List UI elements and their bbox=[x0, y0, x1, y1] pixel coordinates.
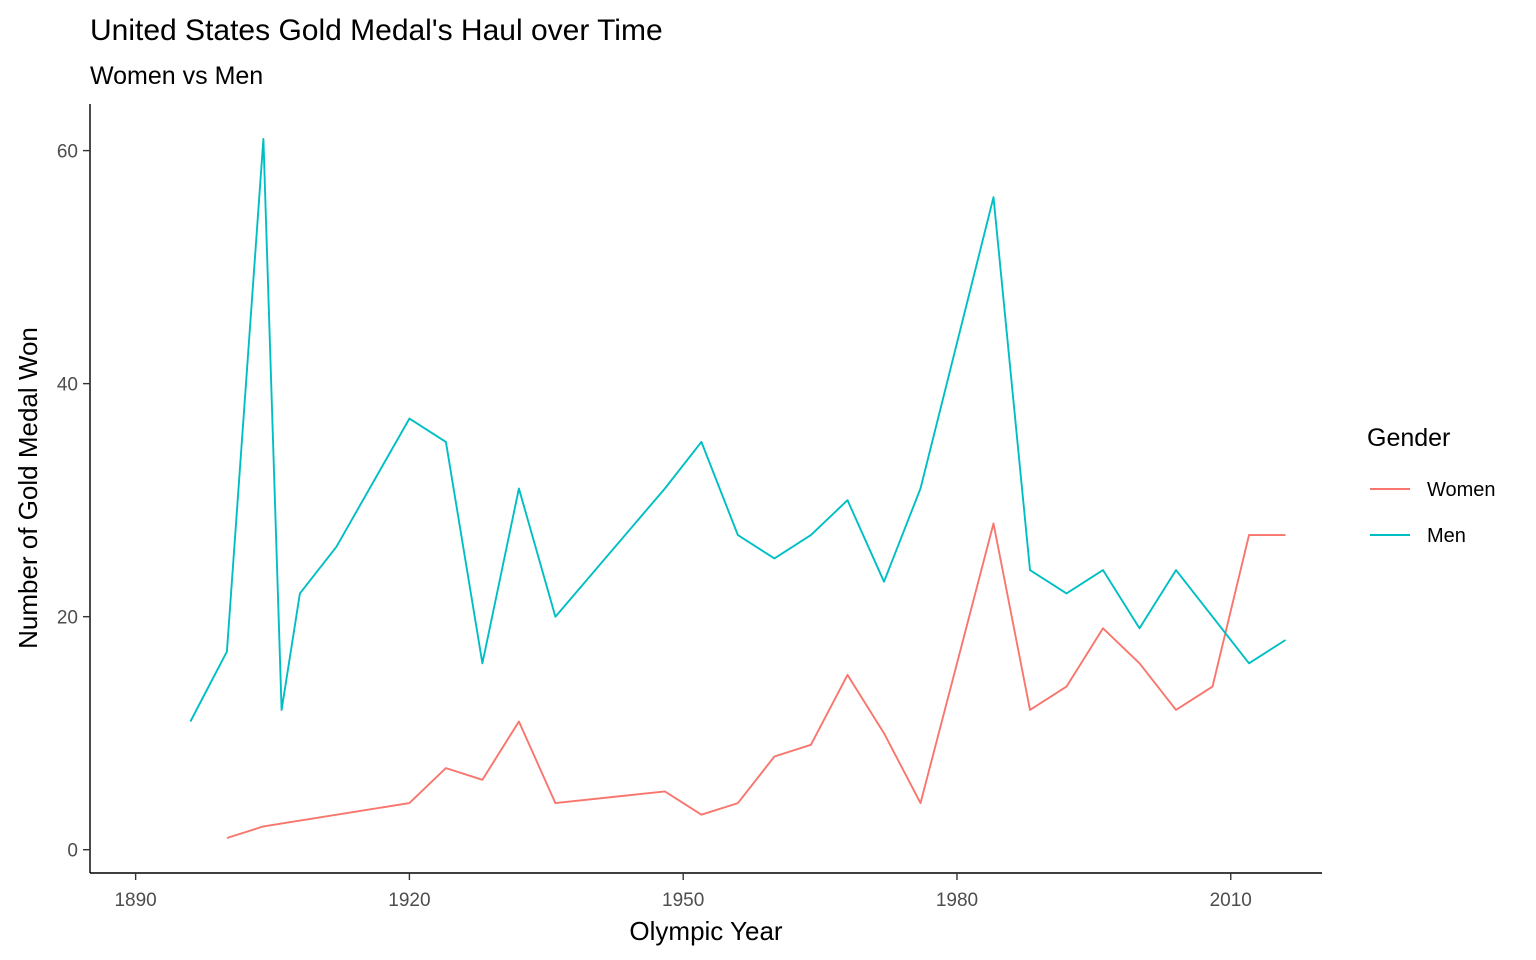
series-line-men bbox=[189, 138, 1287, 722]
y-tick-label: 60 bbox=[57, 142, 78, 163]
y-axis-title: Number of Gold Medal Won bbox=[13, 327, 43, 649]
x-tick-label: 1890 bbox=[114, 890, 156, 911]
plot-area: 1890 1920 1950 1980 2010 0 20 40 60 bbox=[57, 104, 1322, 911]
legend-title: Gender bbox=[1367, 424, 1450, 452]
legend: Gender Women Men bbox=[1367, 424, 1496, 547]
series-line-women bbox=[226, 522, 1286, 839]
x-ticks: 1890 1920 1950 1980 2010 bbox=[114, 873, 1252, 911]
y-tick-label: 20 bbox=[57, 608, 78, 629]
x-tick-label: 2010 bbox=[1210, 890, 1252, 911]
legend-label-men: Men bbox=[1427, 525, 1466, 547]
y-tick-label: 40 bbox=[57, 375, 78, 396]
x-tick-label: 1950 bbox=[662, 890, 704, 911]
legend-label-women: Women bbox=[1427, 479, 1496, 501]
y-ticks: 0 20 40 60 bbox=[57, 142, 90, 862]
x-tick-label: 1920 bbox=[388, 890, 430, 911]
legend-items: Women Men bbox=[1370, 479, 1496, 547]
x-tick-label: 1980 bbox=[936, 890, 978, 911]
chart-subtitle: Women vs Men bbox=[90, 62, 263, 90]
series-layer bbox=[189, 138, 1287, 839]
chart-title: United States Gold Medal's Haul over Tim… bbox=[90, 14, 663, 47]
y-tick-label: 0 bbox=[67, 841, 78, 862]
x-axis-title: Olympic Year bbox=[629, 916, 783, 946]
